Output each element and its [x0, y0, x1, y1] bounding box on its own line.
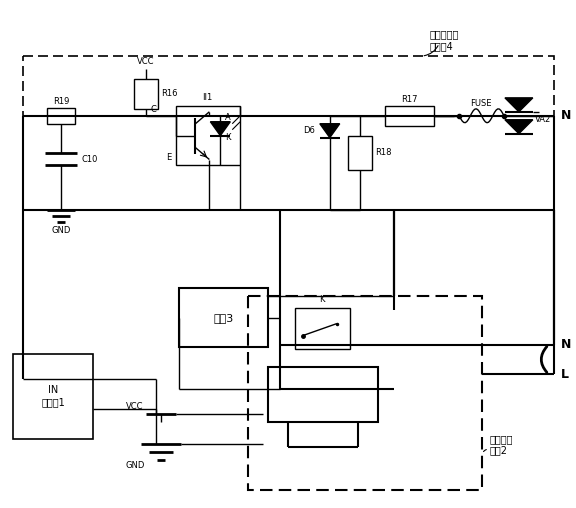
Text: K: K	[225, 133, 231, 142]
Polygon shape	[320, 124, 340, 138]
Text: K: K	[319, 295, 325, 304]
Text: IN
主控器1: IN 主控器1	[41, 386, 65, 407]
Text: II1: II1	[202, 93, 213, 102]
Text: N: N	[560, 338, 571, 351]
Text: R17: R17	[401, 96, 418, 104]
Polygon shape	[505, 120, 533, 134]
Text: GND: GND	[51, 226, 71, 235]
Bar	[179, 288, 268, 347]
Polygon shape	[210, 122, 230, 136]
Bar	[176, 106, 240, 166]
Bar	[295, 308, 350, 350]
Polygon shape	[505, 98, 533, 112]
Text: 水泵运行检
测电路4: 水泵运行检 测电路4	[429, 29, 458, 51]
Text: E: E	[166, 153, 172, 162]
Text: VA2: VA2	[535, 115, 551, 124]
Bar	[47, 108, 75, 124]
Text: N: N	[560, 109, 571, 122]
Bar	[385, 106, 434, 125]
Text: R18: R18	[376, 148, 392, 157]
Text: R16: R16	[162, 89, 178, 99]
Bar	[134, 79, 158, 109]
Text: FUSE: FUSE	[471, 100, 492, 108]
Text: 超声波液
位计2: 超声波液 位计2	[489, 434, 513, 456]
Text: GND: GND	[126, 461, 145, 470]
Bar	[348, 136, 372, 171]
Text: D6: D6	[303, 126, 315, 135]
Bar	[248, 296, 482, 490]
Bar	[268, 367, 377, 422]
Bar	[13, 355, 93, 439]
Text: C: C	[151, 105, 157, 114]
Bar	[23, 56, 554, 210]
Text: 水泵3: 水泵3	[213, 312, 233, 323]
Text: L: L	[560, 368, 569, 381]
Text: C10: C10	[81, 154, 97, 164]
Text: R19: R19	[53, 98, 69, 106]
Text: VCC: VCC	[126, 402, 143, 410]
Text: VCC: VCC	[137, 56, 154, 66]
Text: A: A	[225, 113, 231, 122]
